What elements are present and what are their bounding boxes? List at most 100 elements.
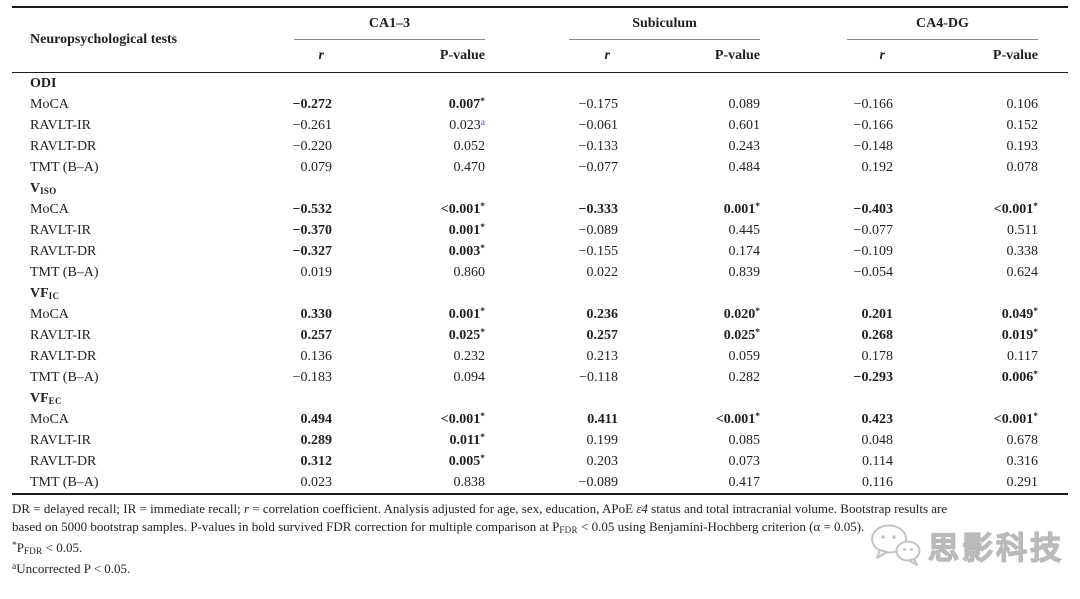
spacer-cell (1038, 199, 1068, 220)
table-row: TMT (B–A) 0.079 0.470 −0.077 0.484 0.192 0.078 (12, 157, 1068, 178)
spacer-cell (1038, 94, 1068, 115)
r-value-cell: 0.023 (300, 474, 333, 490)
table-row: RAVLT-DR 0.312 0.005* 0.203 0.073 0.114 0.316 (12, 451, 1068, 472)
footnote-segment: based on 5000 bootstrap samples. P-value… (12, 519, 560, 534)
footnote-marker: * (755, 327, 760, 338)
footnote-marker: * (1033, 306, 1038, 317)
r-value-cell: −0.183 (292, 369, 332, 385)
spacer-cell (1038, 220, 1068, 241)
table-row: RAVLT-IR 0.257 0.025* 0.257 0.025* 0.268 0.019… (12, 325, 1068, 346)
spacer-cell (1038, 367, 1068, 388)
r-value-cell: −0.370 (292, 222, 332, 238)
test-name-cell: MoCA (30, 306, 69, 322)
test-name-cell: RAVLT-DR (30, 138, 97, 154)
p-value-cell: 0.094 (453, 369, 486, 385)
p-value-cell: 0.316 (1006, 453, 1039, 469)
r-value-cell: 0.136 (300, 348, 333, 364)
p-value-cell: <0.001* (440, 201, 485, 217)
p-value-cell: 0.073 (728, 453, 761, 469)
table-header: Neuropsychological tests CA1–3 Subiculum… (12, 7, 1068, 73)
test-name-cell: TMT (B–A) (30, 264, 99, 280)
r-value-cell: −0.148 (853, 138, 893, 154)
r-value-cell: −0.061 (578, 117, 618, 133)
footnote-marker: * (480, 96, 485, 107)
p-value-cell: 0.089 (728, 96, 761, 112)
test-name-cell: RAVLT-IR (30, 327, 91, 343)
footnote-marker: * (480, 243, 485, 254)
footnote-marker: * (480, 411, 485, 422)
r-value-cell: 0.411 (587, 411, 618, 427)
r-value-cell: −0.133 (578, 138, 618, 154)
spacer-cell (1038, 262, 1068, 283)
spacer-cell (1038, 136, 1068, 157)
section-label-subscript: ISO (40, 185, 57, 196)
p-value-cell: 0.417 (728, 474, 761, 490)
footnote-segment: r (243, 501, 250, 516)
p-value-cell: 0.025* (448, 327, 485, 343)
test-name-cell: MoCA (30, 96, 69, 112)
table-body: ODI MoCA −0.272 0.007* −0.175 0.089 −0.166 0.10… (12, 73, 1068, 495)
footnote-segment: P (16, 540, 24, 555)
section-row-vfec: VFEC (12, 388, 1068, 409)
p-value-cell: 0.243 (728, 138, 761, 154)
r-value-cell: −0.077 (853, 222, 893, 238)
test-name-cell: RAVLT-IR (30, 222, 91, 238)
table-row: RAVLT-DR −0.220 0.052 −0.133 0.243 −0.148 0.19… (12, 136, 1068, 157)
p-value-cell: 0.860 (453, 264, 486, 280)
column-header-p-value: P-value (893, 40, 1038, 73)
r-value-cell: 0.116 (862, 474, 893, 490)
r-value-cell: −0.333 (578, 201, 618, 217)
group-label: CA4-DG (916, 16, 969, 31)
p-value-cell: 0.511 (1007, 222, 1038, 238)
test-name-cell: RAVLT-IR (30, 117, 91, 133)
p-value-cell: 0.117 (1007, 348, 1038, 364)
section-label-subscript: IC (48, 290, 60, 301)
table-row: MoCA 0.330 0.001* 0.236 0.020* 0.201 0.049* (12, 304, 1068, 325)
footnote-marker: * (480, 306, 485, 317)
p-value-cell: 0.001* (448, 222, 485, 238)
p-value-cell: 0.020* (723, 306, 760, 322)
section-row-odi: ODI (12, 73, 1068, 95)
p-value-cell: 0.052 (453, 138, 486, 154)
p-value-cell: 0.291 (1006, 474, 1039, 490)
subheader-row: r P-value r P-value r P-value (12, 40, 1068, 73)
p-value-cell: <0.001* (440, 411, 485, 427)
p-value-cell: 0.007* (448, 96, 485, 112)
test-name-cell: RAVLT-DR (30, 348, 97, 364)
r-value-cell: −0.261 (292, 117, 332, 133)
p-value-cell: <0.001* (993, 411, 1038, 427)
p-value-cell: 0.005* (448, 453, 485, 469)
section-row-viso: VISO (12, 178, 1068, 199)
r-value-cell: 0.022 (586, 264, 619, 280)
p-value-cell: 0.193 (1006, 138, 1039, 154)
column-header-p-value: P-value (332, 40, 485, 73)
footnote-segment: FDR (559, 525, 578, 535)
group-header-row: Neuropsychological tests CA1–3 Subiculum… (12, 7, 1068, 73)
r-value-cell: 0.114 (862, 453, 893, 469)
spacer-cell (1038, 325, 1068, 346)
r-value-cell: 0.203 (586, 453, 619, 469)
footnote-marker: * (480, 222, 485, 233)
table-row: RAVLT-DR −0.327 0.003* −0.155 0.174 −0.109 0.3… (12, 241, 1068, 262)
group-label: CA1–3 (368, 16, 411, 31)
footnote-marker: * (1033, 411, 1038, 422)
r-value-cell: −0.089 (578, 474, 618, 490)
footnote-segment: status and total intracranial volume. Bo… (647, 501, 948, 516)
r-value-cell: 0.289 (300, 432, 333, 448)
footnote-marker: * (480, 327, 485, 338)
p-value-cell: 0.678 (1006, 432, 1039, 448)
column-header-p-value: P-value (618, 40, 760, 73)
footnote-marker: * (755, 306, 760, 317)
footnote-segment: Uncorrected P < 0.05. (16, 561, 131, 576)
r-value-cell: −0.054 (853, 264, 893, 280)
section-label: VFIC (30, 285, 60, 301)
table-row: RAVLT-IR 0.289 0.011* 0.199 0.085 0.048 0.678 (12, 430, 1068, 451)
p-value-cell: 0.445 (728, 222, 761, 238)
footnote-segment: FDR (23, 546, 43, 556)
r-value-cell: −0.403 (853, 201, 893, 217)
table-row: MoCA 0.494 <0.001* 0.411 <0.001* 0.423 <0.001* (12, 409, 1068, 430)
footnote-segment: * (12, 541, 17, 551)
r-value-cell: 0.494 (300, 411, 333, 427)
table-row: TMT (B–A) 0.019 0.860 0.022 0.839 −0.054 0.624 (12, 262, 1068, 283)
footnote-marker: * (755, 201, 760, 212)
